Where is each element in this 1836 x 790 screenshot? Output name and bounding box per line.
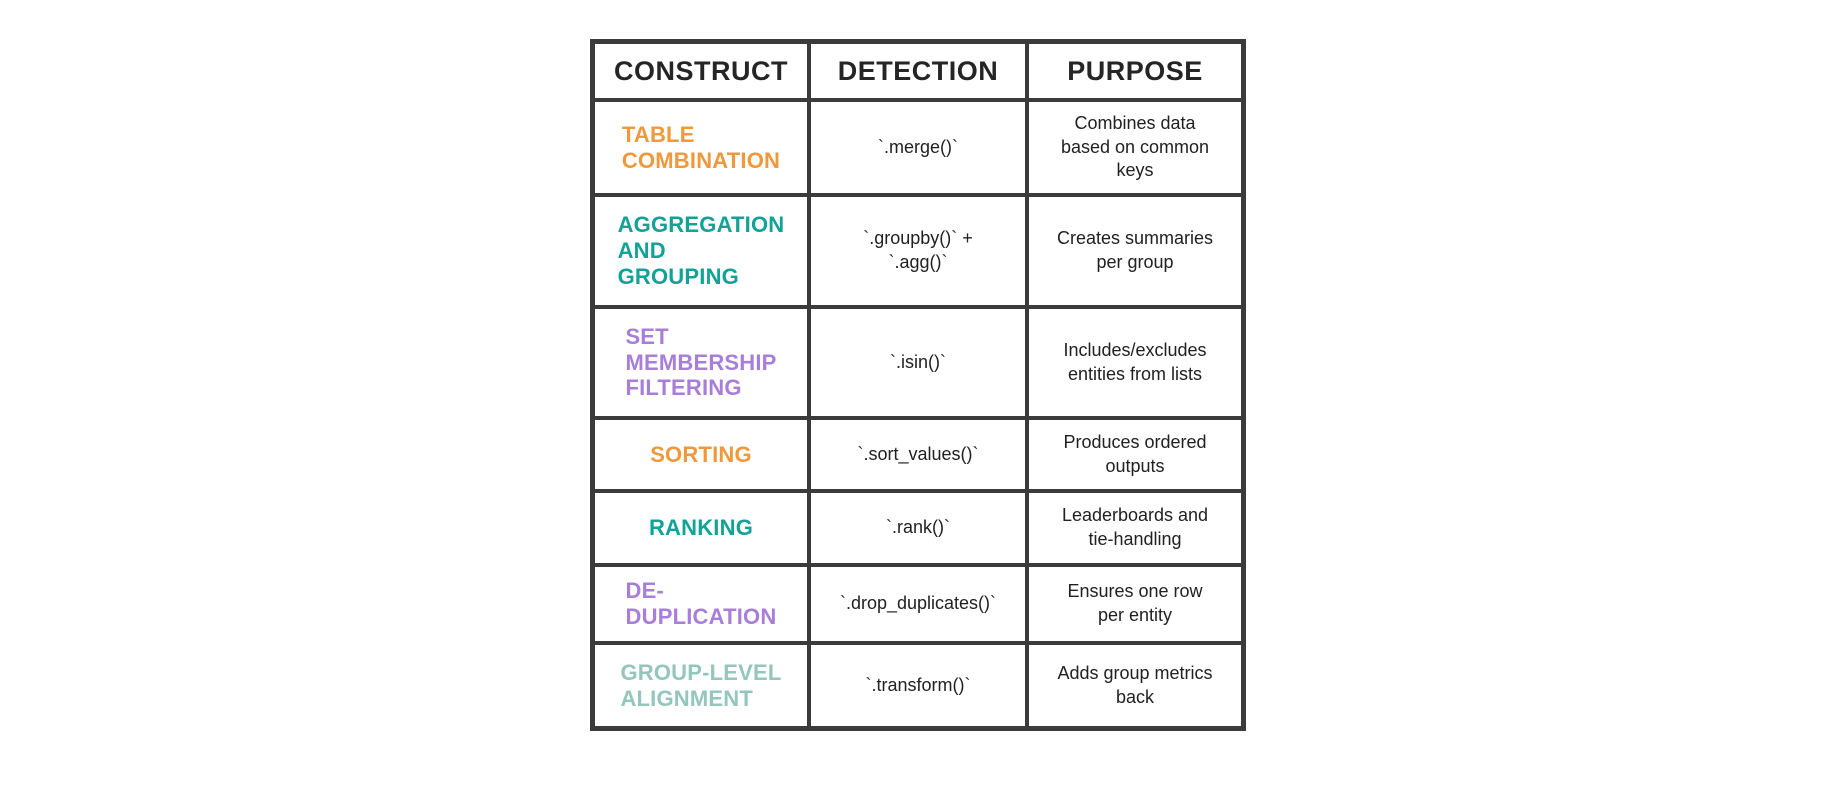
- construct-cell-row4: SORTING: [595, 420, 807, 489]
- detection-code: `.merge()`: [878, 136, 958, 157]
- purpose-text: Includes/excludes entities from lists: [1063, 339, 1207, 384]
- detection-cell-row3: `.isin()`: [811, 309, 1025, 416]
- detection-cell-row2: `.groupby()` + `.agg()`: [811, 197, 1025, 305]
- constructs-table: CONSTRUCT DETECTION PURPOSE TABLE COMBIN…: [590, 39, 1246, 731]
- purpose-text: Produces ordered outputs: [1063, 431, 1207, 476]
- purpose-cell-row4: Produces ordered outputs: [1029, 420, 1241, 489]
- detection-cell-row6: `.drop_duplicates()`: [811, 567, 1025, 641]
- purpose-text: Ensures one row per entity: [1067, 581, 1203, 625]
- detection-cell-row5: `.rank()`: [811, 493, 1025, 563]
- purpose-text: Combines data based on common keys: [1060, 112, 1210, 181]
- construct-label: SORTING: [650, 441, 752, 467]
- detection-code: `.groupby()` + `.agg()`: [863, 228, 973, 272]
- construct-cell-row7: GROUP-LEVEL ALIGNMENT: [595, 645, 807, 726]
- construct-label: AGGREGATION AND GROUPING: [617, 212, 785, 289]
- column-header-label: CONSTRUCT: [614, 55, 788, 86]
- detection-code: `.drop_duplicates()`: [839, 593, 997, 614]
- purpose-text: Creates summaries per group: [1056, 228, 1214, 272]
- purpose-text: Adds group metrics back: [1057, 662, 1213, 707]
- detection-cell-row1: `.merge()`: [811, 102, 1025, 193]
- construct-cell-row3: SET MEMBERSHIP FILTERING: [595, 309, 807, 416]
- construct-label: SET MEMBERSHIP FILTERING: [625, 323, 777, 401]
- construct-label: DE- DUPLICATION: [625, 578, 777, 629]
- purpose-cell-row3: Includes/excludes entities from lists: [1029, 309, 1241, 416]
- detection-cell-row4: `.sort_values()`: [811, 420, 1025, 489]
- column-header-purpose: PURPOSE: [1029, 44, 1241, 98]
- detection-code: `.sort_values()`: [857, 443, 979, 464]
- detection-code: `.rank()`: [886, 517, 950, 538]
- detection-cell-row7: `.transform()`: [811, 645, 1025, 726]
- construct-cell-row5: RANKING: [595, 493, 807, 563]
- purpose-cell-row1: Combines data based on common keys: [1029, 102, 1241, 193]
- column-header-construct: CONSTRUCT: [595, 44, 807, 98]
- construct-label: TABLE COMBINATION: [621, 121, 781, 173]
- construct-label: GROUP-LEVEL ALIGNMENT: [620, 659, 782, 711]
- construct-label: RANKING: [648, 515, 754, 541]
- construct-cell-row2: AGGREGATION AND GROUPING: [595, 197, 807, 305]
- construct-cell-row6: DE- DUPLICATION: [595, 567, 807, 641]
- column-header-detection: DETECTION: [811, 44, 1025, 98]
- construct-cell-row1: TABLE COMBINATION: [595, 102, 807, 193]
- column-header-label: PURPOSE: [1067, 55, 1203, 86]
- detection-code: `.isin()`: [890, 351, 946, 372]
- purpose-text: Leaderboards and tie-handling: [1061, 505, 1209, 549]
- purpose-cell-row7: Adds group metrics back: [1029, 645, 1241, 726]
- detection-code: `.transform()`: [865, 674, 971, 695]
- purpose-cell-row6: Ensures one row per entity: [1029, 567, 1241, 641]
- column-header-label: DETECTION: [837, 55, 999, 86]
- purpose-cell-row2: Creates summaries per group: [1029, 197, 1241, 305]
- purpose-cell-row5: Leaderboards and tie-handling: [1029, 493, 1241, 563]
